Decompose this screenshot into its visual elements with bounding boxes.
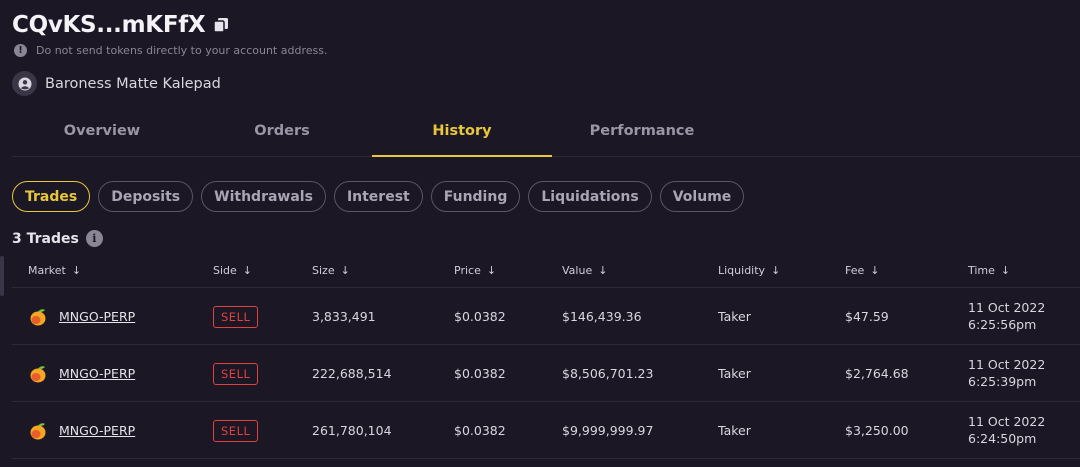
tab-performance[interactable]: Performance	[589, 123, 695, 139]
column-header-market[interactable]: Market ↓	[28, 264, 81, 277]
column-header-label: Time	[968, 264, 995, 277]
trade-date: 11 Oct 2022	[968, 300, 1046, 316]
size-cell: 3,833,491	[312, 309, 376, 324]
title-row: CQvKS...mKFfX	[12, 12, 327, 38]
column-header-fee[interactable]: Fee ↓	[845, 264, 879, 277]
column-header-time[interactable]: Time ↓	[968, 264, 1010, 277]
account-header: CQvKS...mKFfX ! Do not send tokens direc…	[12, 12, 327, 57]
liquidity-cell: Taker	[718, 366, 751, 381]
trade-date: 11 Oct 2022	[968, 357, 1046, 373]
table-row: MNGO-PERP SELL 261,780,104 $0.0382 $9,99…	[12, 402, 1080, 459]
column-header-liquidity[interactable]: Liquidity ↓	[718, 264, 780, 277]
warning-text: Do not send tokens directly to your acco…	[36, 44, 328, 57]
arrow-down-icon: ↓	[771, 264, 781, 277]
price-cell: $0.0382	[454, 423, 506, 438]
arrow-down-icon: ↓	[242, 264, 253, 277]
market-link[interactable]: MNGO-PERP	[59, 423, 136, 438]
main-tabs: Overview Orders History Performance	[12, 106, 1080, 157]
trades-count-row: 3 Trades i	[12, 230, 103, 247]
info-icon[interactable]: i	[85, 230, 103, 247]
trades-count: 3 Trades	[12, 230, 79, 247]
time-cell: 11 Oct 2022 6:24:50pm	[968, 402, 1045, 459]
market-link[interactable]: MNGO-PERP	[59, 309, 136, 324]
tab-orders[interactable]: Orders	[254, 123, 310, 139]
copy-icon[interactable]	[213, 17, 229, 33]
arrow-down-icon: ↓	[71, 264, 82, 277]
mango-icon	[28, 421, 48, 441]
column-header-label: Value	[562, 264, 593, 277]
subtab-trades[interactable]: Trades	[12, 181, 91, 212]
fee-cell: $2,764.68	[845, 366, 909, 381]
value-cell: $8,506,701.23	[562, 366, 654, 381]
column-header-size[interactable]: Size ↓	[312, 264, 350, 277]
column-header-label: Liquidity	[718, 264, 766, 277]
fee-cell: $3,250.00	[845, 423, 909, 438]
table-header: Market ↓ Side ↓ Size ↓ Price ↓ Value ↓ Liquid…	[12, 254, 1080, 288]
value-cell: $146,439.36	[562, 309, 642, 324]
liquidity-cell: Taker	[718, 309, 751, 324]
sell-badge: SELL	[213, 362, 259, 385]
market-link[interactable]: MNGO-PERP	[59, 366, 136, 381]
column-header-label: Price	[454, 264, 481, 277]
size-cell: 222,688,514	[312, 366, 392, 381]
arrow-down-icon: ↓	[1000, 264, 1011, 277]
profile-name: Baroness Matte Kalepad	[45, 75, 221, 92]
side-cell: SELL	[213, 402, 259, 459]
tab-overview[interactable]: Overview	[63, 123, 141, 139]
time-cell: 11 Oct 2022 6:25:56pm	[968, 288, 1045, 345]
liquidity-cell: Taker	[718, 423, 751, 438]
history-subtabs: Trades Deposits Withdrawals Interest Fun…	[12, 181, 752, 212]
account-title: CQvKS...mKFfX	[12, 12, 206, 38]
column-header-label: Fee	[845, 264, 865, 277]
tab-history[interactable]: History	[372, 106, 552, 157]
trades-table: Market ↓ Side ↓ Size ↓ Price ↓ Value ↓ Liquid…	[12, 254, 1080, 459]
value-cell: $9,999,999.97	[562, 423, 654, 438]
subtab-deposits[interactable]: Deposits	[98, 181, 194, 212]
warning-icon: !	[14, 44, 27, 57]
profile-row[interactable]: Baroness Matte Kalepad	[12, 71, 221, 96]
side-cell: SELL	[213, 345, 259, 402]
subtab-withdrawals[interactable]: Withdrawals	[201, 181, 326, 212]
size-cell: 261,780,104	[312, 423, 392, 438]
arrow-down-icon: ↓	[870, 264, 880, 277]
column-header-side[interactable]: Side ↓	[213, 264, 252, 277]
table-row: MNGO-PERP SELL 222,688,514 $0.0382 $8,50…	[12, 345, 1080, 402]
mango-icon	[28, 364, 48, 384]
column-header-label: Side	[213, 264, 237, 277]
warning-row: ! Do not send tokens directly to your ac…	[12, 44, 327, 57]
market-cell: MNGO-PERP	[28, 402, 135, 459]
subtab-liquidations[interactable]: Liquidations	[528, 181, 652, 212]
market-cell: MNGO-PERP	[28, 345, 135, 402]
subtab-funding[interactable]: Funding	[430, 181, 521, 212]
side-cell: SELL	[213, 288, 259, 345]
market-cell: MNGO-PERP	[28, 288, 135, 345]
user-icon	[12, 71, 37, 96]
column-header-label: Market	[28, 264, 66, 277]
column-header-price[interactable]: Price ↓	[454, 264, 496, 277]
mango-icon	[28, 307, 48, 327]
fee-cell: $47.59	[845, 309, 889, 324]
price-cell: $0.0382	[454, 309, 506, 324]
column-header-label: Size	[312, 264, 335, 277]
price-cell: $0.0382	[454, 366, 506, 381]
sell-badge: SELL	[213, 305, 259, 328]
arrow-down-icon: ↓	[598, 264, 608, 277]
trade-date: 11 Oct 2022	[968, 414, 1046, 430]
time-cell: 11 Oct 2022 6:25:39pm	[968, 345, 1045, 402]
scroll-handle[interactable]	[0, 256, 4, 296]
table-row: MNGO-PERP SELL 3,833,491 $0.0382 $146,43…	[12, 288, 1080, 345]
subtab-interest[interactable]: Interest	[333, 181, 423, 212]
arrow-down-icon: ↓	[340, 264, 350, 277]
subtab-volume[interactable]: Volume	[659, 181, 745, 212]
trade-time: 6:24:50pm	[968, 430, 1037, 446]
trade-time: 6:25:56pm	[968, 316, 1037, 332]
column-header-value[interactable]: Value ↓	[562, 264, 607, 277]
trade-time: 6:25:39pm	[968, 373, 1037, 389]
sell-badge: SELL	[213, 419, 259, 442]
arrow-down-icon: ↓	[486, 264, 497, 277]
